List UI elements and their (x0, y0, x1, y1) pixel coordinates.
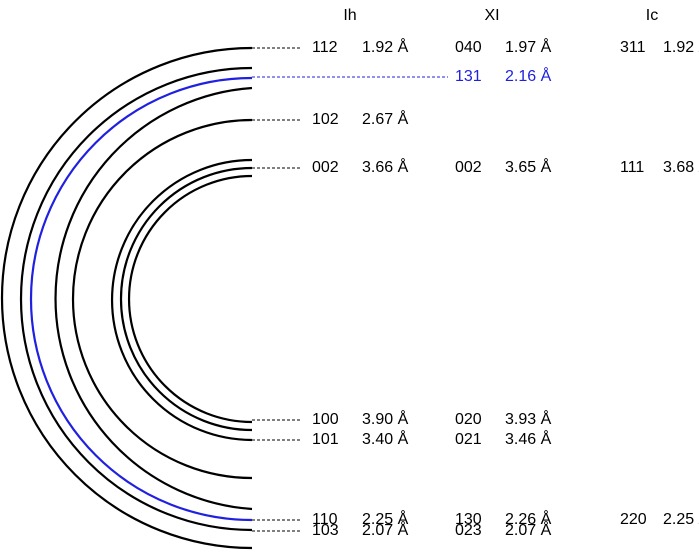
hkl-label: 311 (620, 39, 646, 56)
d-spacing-label: 2.25 Å (663, 509, 699, 528)
d-spacing-label: 2.25 Å (362, 509, 409, 528)
hkl-label: 102 (312, 111, 339, 128)
hkl-label: 040 (455, 39, 482, 56)
hkl-label: 220 (620, 511, 647, 528)
column-header: XI (484, 7, 499, 24)
column-header: Ic (646, 7, 658, 24)
ring (29, 76, 253, 522)
d-spacing-label: 3.40 Å (362, 429, 409, 448)
d-spacing-label: 1.92 Å (362, 37, 409, 56)
hkl-label: 021 (455, 431, 482, 448)
ring (0, 46, 253, 550)
hkl-label: 023 (455, 522, 482, 539)
hkl-label: 101 (312, 431, 339, 448)
rings (0, 46, 253, 550)
d-spacing-label: 1.97 Å (505, 37, 552, 56)
hkl-label: 130 (455, 511, 482, 528)
ring (110, 158, 253, 442)
d-spacing-label: 3.93 Å (505, 409, 552, 428)
d-spacing-label: 3.65 Å (505, 157, 552, 176)
hkl-label: 002 (312, 159, 339, 176)
d-spacing-label: 2.16 Å (505, 66, 552, 85)
ring (54, 86, 253, 511)
d-spacing-label: 3.68 Å (663, 157, 699, 176)
d-spacing-label: 3.46 Å (505, 429, 552, 448)
hkl-label: 103 (312, 522, 339, 539)
d-spacing-label: 3.66 Å (362, 157, 409, 176)
hkl-label: 111 (620, 159, 644, 176)
ring (71, 118, 253, 480)
hkl-label: 100 (312, 411, 339, 428)
d-spacing-label: 2.07 Å (362, 520, 409, 539)
ring (127, 174, 253, 424)
d-spacing-label: 2.67 Å (362, 109, 409, 128)
d-spacing-label: 1.92 Å (663, 37, 699, 56)
hkl-label: 131 (455, 68, 482, 85)
hkl-label: 002 (455, 159, 482, 176)
column-header: Ih (343, 7, 356, 24)
d-spacing-label: 2.07 Å (505, 520, 552, 539)
d-spacing-label: 3.90 Å (362, 409, 409, 428)
ring (19, 66, 253, 532)
hkl-label: 112 (312, 39, 338, 56)
hkl-label: 110 (312, 511, 338, 528)
d-spacing-label: 2.26 Å (505, 509, 552, 528)
hkl-label: 020 (455, 411, 482, 428)
ring (119, 166, 253, 432)
